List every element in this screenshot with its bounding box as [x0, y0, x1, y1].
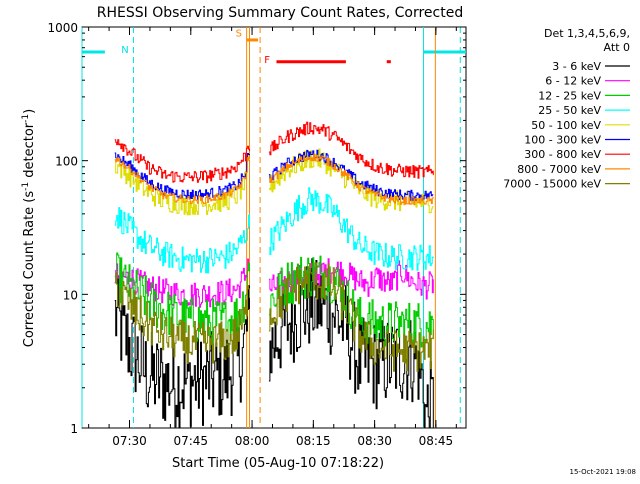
series-line-7: [114, 153, 434, 206]
legend: Det 1,3,4,5,6,9, Att 0 3 - 6 keV 6 - 12 k…: [503, 27, 630, 191]
chart-title: RHESSI Observing Summary Count Rates, Co…: [97, 5, 463, 21]
night-label: N: [121, 45, 128, 56]
legend-label-1: 6 - 12 keV: [545, 75, 601, 88]
y-tick-label-2: 100: [55, 155, 78, 169]
y-axis-label-mid: detector: [22, 122, 37, 182]
series-line-6: [114, 121, 434, 184]
plot-area: N S F 1 10 100 1000 07:30 07:45 08:00 08:15 08:30…: [47, 21, 467, 448]
footer-date: 15-Oct-2021 19:08: [570, 468, 636, 476]
saa-label: S: [236, 28, 242, 39]
legend-label-6: 300 - 800 keV: [524, 148, 601, 161]
x-tick-label-2: 08:00: [235, 434, 270, 448]
y-axis: 1 10 100 1000: [47, 21, 466, 436]
y-axis-label-sup2: -1: [21, 114, 31, 123]
x-axis-label: Start Time (05-Aug-10 07:18:22): [172, 456, 384, 471]
legend-label-5: 100 - 300 keV: [524, 134, 601, 147]
series-line-8: [114, 262, 434, 372]
x-tick-label-0: 07:30: [112, 434, 147, 448]
legend-label-7: 800 - 7000 keV: [517, 163, 601, 176]
series-line-0: [114, 258, 434, 429]
series-layer: [114, 121, 434, 429]
y-tick-label-0: 1: [70, 422, 78, 436]
legend-header-line-2: Att 0: [604, 41, 630, 54]
y-tick-label-1: 10: [63, 288, 78, 302]
series-line-3: [114, 187, 434, 274]
x-axis: 07:30 07:45 08:00 08:15 08:30 08:45: [88, 27, 457, 448]
x-tick-label-3: 08:15: [296, 434, 331, 448]
flare-label: F: [264, 55, 270, 66]
legend-label-4: 50 - 100 keV: [531, 119, 601, 132]
y-tick-label-3: 1000: [47, 21, 78, 35]
y-axis-label-sup1: -1: [21, 182, 31, 191]
legend-label-8: 7000 - 15000 keV: [503, 178, 601, 191]
x-tick-label-5: 08:45: [419, 434, 454, 448]
y-axis-label-end: ): [22, 109, 37, 114]
legend-label-0: 3 - 6 keV: [552, 60, 601, 73]
legend-header-line-1: Det 1,3,4,5,6,9,: [544, 27, 630, 40]
x-tick-label-4: 08:30: [357, 434, 392, 448]
legend-label-2: 12 - 25 keV: [538, 89, 601, 102]
x-tick-label-1: 07:45: [173, 434, 208, 448]
legend-label-3: 25 - 50 keV: [538, 104, 601, 117]
y-axis-label: Corrected Count Rate (s-1 detector-1): [21, 109, 37, 347]
y-axis-label-main: Corrected Count Rate (s: [22, 191, 37, 348]
